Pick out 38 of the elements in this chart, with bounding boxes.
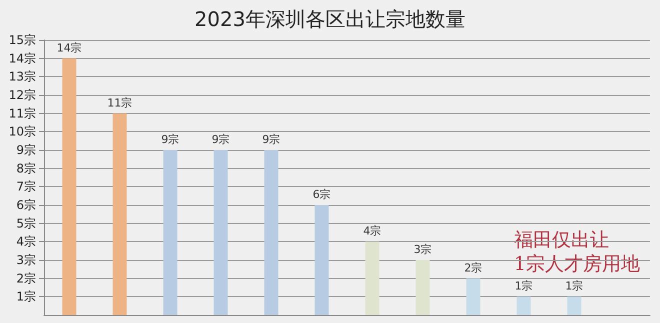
y-tick-label: 10宗 — [8, 124, 36, 139]
y-tick-label: 15宗 — [8, 33, 36, 47]
y-tick-label: 13宗 — [8, 70, 36, 84]
data-label: 11宗 — [107, 96, 132, 110]
bar — [567, 296, 582, 315]
data-label: 2宗 — [464, 261, 482, 274]
data-label: 1宗 — [565, 280, 584, 293]
y-tick-label: 11宗 — [8, 106, 36, 120]
data-label: 9宗 — [212, 133, 230, 146]
data-label: 9宗 — [161, 133, 180, 146]
y-tick-label: 12宗 — [8, 88, 36, 102]
bar — [112, 113, 127, 315]
bar — [516, 296, 531, 315]
bar — [214, 150, 228, 315]
y-tick-label: 6宗 — [16, 198, 36, 212]
y-tick-label: 5宗 — [16, 216, 36, 230]
data-label: 3宗 — [414, 243, 432, 256]
y-tick-label: 8宗 — [16, 161, 36, 176]
y-tick-label: 3宗 — [16, 253, 36, 267]
y-tick-label: 1宗 — [16, 290, 36, 304]
chart-title: 2023年深圳各区出让宗地数量 — [194, 7, 466, 31]
data-label: 14宗 — [56, 41, 82, 54]
bar — [163, 150, 178, 315]
bar — [365, 242, 380, 315]
y-tick-label: 4宗 — [16, 234, 36, 249]
data-label: 4宗 — [363, 224, 382, 238]
y-tick-label: 14宗 — [8, 51, 36, 66]
bar — [416, 260, 430, 315]
y-tick-label: 7宗 — [16, 180, 36, 194]
bar — [314, 205, 329, 315]
data-label: 9宗 — [262, 133, 280, 146]
data-label: 6宗 — [312, 188, 331, 201]
bar — [466, 278, 480, 315]
bar — [62, 58, 76, 315]
bar — [264, 150, 278, 315]
y-tick-label: 9宗 — [16, 143, 36, 157]
y-tick-label: 2宗 — [16, 271, 36, 286]
data-label: 1宗 — [514, 280, 533, 293]
